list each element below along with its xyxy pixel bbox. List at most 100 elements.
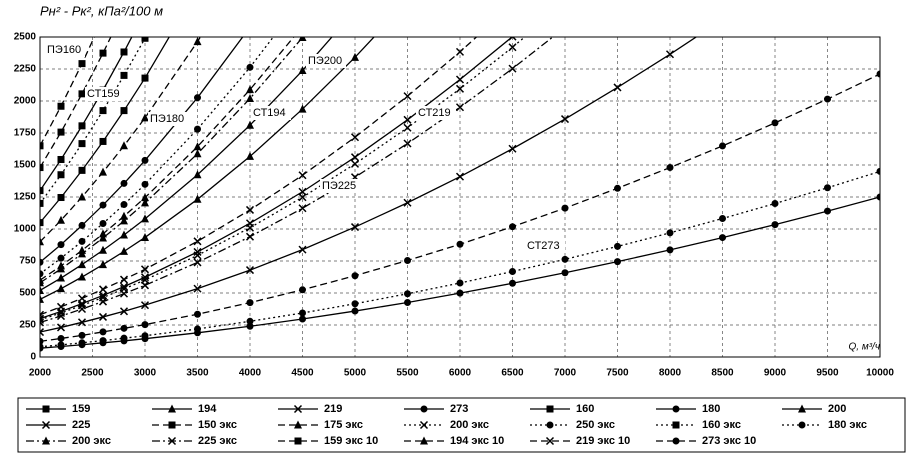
legend-marker [420,405,428,413]
marker [351,307,359,315]
marker [246,93,254,102]
marker [771,119,779,127]
marker [246,322,254,330]
marker [40,199,44,207]
y-tick-label: 2000 [14,96,37,107]
marker [247,24,254,31]
marker [40,258,44,266]
x-tick-label: 7500 [606,368,629,379]
series-line [40,73,880,343]
x-tick-label: 5000 [344,368,367,379]
legend-label: 175 экс [324,419,363,431]
marker [771,221,779,229]
series-line [40,37,698,333]
marker [78,166,86,174]
marker [40,285,44,294]
marker [298,204,307,213]
marker [666,229,674,237]
marker [455,47,465,56]
marker [120,216,128,225]
x-tick-label: 6500 [501,368,524,379]
marker [99,229,107,238]
marker [40,187,44,195]
x-tick-label: 7000 [554,368,577,379]
marker [40,343,44,351]
marker [193,149,202,158]
marker [350,153,360,162]
y-tick-label: 0 [30,352,36,363]
marker [245,232,255,241]
marker [140,265,150,274]
legend-label: 180 экс [828,419,867,431]
marker [298,171,307,180]
marker [193,170,202,179]
annotation-bg [320,179,360,193]
x-tick-label: 4500 [291,368,314,379]
marker [120,230,128,239]
marker [194,125,201,133]
marker [99,137,107,145]
legend-marker [672,421,680,429]
marker [194,310,201,318]
marker [299,286,306,294]
marker [719,234,726,242]
marker [56,308,66,317]
marker [403,115,412,124]
marker [194,325,201,333]
series-line [40,37,513,320]
marker [351,6,359,14]
legend-marker [42,436,50,445]
marker [78,260,86,269]
marker [246,63,254,71]
marker [40,318,45,327]
marker [141,332,149,340]
legend-label: 225 экс [198,435,237,447]
marker [403,123,412,132]
marker [509,223,516,231]
marker [298,245,307,254]
marker [141,74,149,82]
marker [40,270,44,278]
annotation-bg [251,106,291,120]
marker [40,310,45,319]
marker [299,0,306,2]
marker [120,71,128,79]
marker [719,142,726,150]
y-tick-label: 2500 [14,32,37,43]
marker [99,49,107,57]
marker [351,272,359,280]
marker [120,201,128,209]
marker [57,171,65,179]
series-line [40,37,202,243]
marker [78,331,86,339]
annotation: ПЭ225 [322,180,356,192]
marker [719,215,726,223]
legend-marker [672,405,680,413]
marker [193,284,202,293]
legend-label: 250 экс [576,419,615,431]
marker [77,294,87,303]
x-tick-label: 6000 [449,368,472,379]
marker [245,266,255,275]
marker [508,43,517,52]
marker [141,113,149,122]
series-line [40,37,146,204]
marker [246,85,254,94]
marker [141,156,149,164]
marker [614,242,621,250]
marker [99,337,107,345]
marker [57,254,65,262]
marker [350,133,360,142]
marker [350,223,360,232]
y-axis-title: Pн² - Pк², кПа²/100 м [40,3,163,18]
marker [78,237,86,245]
legend-marker [672,437,680,445]
annotation: СТ273 [527,240,560,252]
x-tick-label: 2000 [29,368,52,379]
legend-label: 200 экс [72,435,111,447]
marker [40,275,44,284]
annotation-bg [416,106,456,120]
annotation: ПЭ160 [47,44,81,56]
marker [119,275,129,284]
